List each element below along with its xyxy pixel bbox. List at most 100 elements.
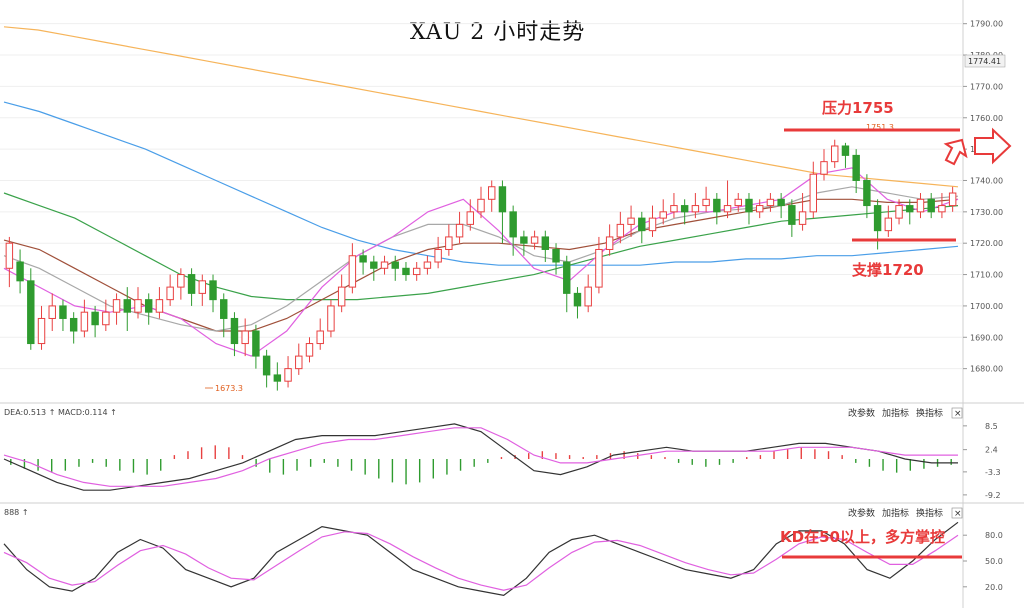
candle-body bbox=[906, 205, 914, 213]
candle bbox=[552, 243, 560, 275]
price-tick-label: 1730.00 bbox=[970, 208, 1003, 217]
candle bbox=[713, 193, 721, 225]
price-tick-label: 1710.00 bbox=[970, 271, 1003, 280]
candle-body bbox=[252, 330, 260, 357]
candle bbox=[327, 299, 335, 338]
kd-switch-indicator-button[interactable]: 换指标 bbox=[916, 507, 943, 519]
candle-body bbox=[648, 217, 657, 232]
candle-body bbox=[788, 205, 796, 225]
candle-body bbox=[402, 267, 410, 276]
candle-body bbox=[809, 173, 818, 213]
macd-close-icon: × bbox=[954, 409, 962, 419]
macd-tick-label: -3.3 bbox=[985, 468, 1001, 477]
candle bbox=[605, 224, 614, 256]
candle bbox=[777, 193, 785, 219]
candle-body bbox=[659, 211, 667, 219]
kd-close-button[interactable] bbox=[951, 507, 963, 519]
candle bbox=[895, 199, 903, 225]
macd-close-button[interactable] bbox=[951, 407, 963, 419]
candle bbox=[938, 193, 946, 219]
candle-body bbox=[466, 211, 474, 225]
candle-body bbox=[605, 236, 614, 250]
candle-body bbox=[112, 299, 121, 313]
candle bbox=[755, 199, 764, 219]
candle-body bbox=[595, 248, 603, 288]
candle bbox=[402, 262, 410, 281]
candle bbox=[80, 299, 89, 338]
candle-body bbox=[455, 223, 464, 238]
macd-header: MACD:0.114 ↑ bbox=[58, 408, 117, 417]
candle-body bbox=[477, 198, 485, 213]
macd-tick-label: -9.2 bbox=[985, 491, 1001, 500]
candle bbox=[466, 199, 474, 231]
macd-params-button[interactable]: 改参数 bbox=[848, 407, 875, 419]
candle bbox=[230, 312, 239, 357]
candle bbox=[509, 205, 517, 256]
dea-header: DEA:0.513 ↑ bbox=[4, 408, 55, 417]
macd-tick-label: 8.5 bbox=[985, 422, 998, 431]
candle bbox=[166, 274, 174, 306]
candle-body bbox=[166, 286, 174, 301]
candle-body bbox=[187, 274, 196, 294]
candle-body bbox=[584, 286, 592, 307]
candle bbox=[273, 362, 282, 391]
candle-body bbox=[123, 299, 131, 313]
price-axis: 1790.001780.001770.001760.001750.001740.… bbox=[963, 20, 1003, 374]
candle-body bbox=[831, 145, 839, 163]
candle-body bbox=[295, 355, 303, 370]
kd-params-button[interactable]: 改参数 bbox=[848, 507, 875, 519]
candle bbox=[91, 305, 99, 338]
candle-body bbox=[670, 205, 678, 213]
macd-add-indicator-button[interactable]: 加指标 bbox=[882, 407, 909, 419]
macd-dea-line bbox=[3, 427, 958, 487]
kd-axis: 80.0 50.0 20.0 bbox=[963, 531, 1003, 592]
macd-switch-indicator-button[interactable]: 换指标 bbox=[916, 407, 943, 419]
resistance-label: 压力1755 bbox=[822, 99, 894, 117]
candle-body bbox=[777, 198, 785, 207]
up-arrow-icon bbox=[943, 138, 968, 166]
candle-body bbox=[412, 267, 421, 276]
high-price-label: 1751.3 bbox=[866, 123, 894, 132]
candle-body bbox=[884, 217, 893, 232]
candle-body bbox=[209, 280, 217, 301]
candle-body bbox=[434, 248, 442, 263]
candle-body bbox=[198, 280, 207, 294]
candle bbox=[305, 337, 314, 363]
candle bbox=[659, 199, 667, 225]
candle bbox=[348, 243, 357, 294]
kd-add-indicator-button[interactable]: 加指标 bbox=[882, 507, 909, 519]
candle bbox=[520, 230, 528, 256]
candle-body bbox=[723, 205, 732, 213]
candle bbox=[530, 230, 539, 250]
candle-body bbox=[852, 154, 860, 181]
candle bbox=[187, 268, 196, 306]
candle bbox=[295, 343, 303, 375]
candle bbox=[916, 193, 925, 219]
candle-body bbox=[262, 355, 271, 376]
candle bbox=[734, 193, 742, 212]
candle-body bbox=[563, 261, 571, 294]
candle bbox=[102, 299, 110, 332]
candle bbox=[702, 186, 710, 212]
candle bbox=[948, 186, 957, 212]
candle-body bbox=[498, 186, 507, 213]
price-tick-label: 1680.00 bbox=[970, 365, 1003, 374]
candle-body bbox=[530, 236, 539, 244]
candle bbox=[112, 293, 121, 325]
current-price-label: 1774.41 bbox=[968, 57, 1001, 66]
candle-body bbox=[863, 179, 871, 207]
candle bbox=[5, 236, 14, 288]
candle bbox=[177, 268, 185, 300]
candle-body bbox=[445, 236, 453, 250]
candle-body bbox=[5, 242, 14, 269]
candle bbox=[648, 205, 657, 237]
macd-axis: 8.5 2.4 -3.3 -9.2 bbox=[963, 422, 1001, 500]
ma-line-1 bbox=[3, 26, 959, 188]
candle bbox=[59, 299, 67, 332]
candle bbox=[412, 262, 421, 281]
support-label: 支撑1720 bbox=[851, 261, 924, 279]
candle-body bbox=[680, 205, 689, 213]
candle bbox=[445, 224, 453, 256]
candle-body bbox=[91, 311, 99, 326]
